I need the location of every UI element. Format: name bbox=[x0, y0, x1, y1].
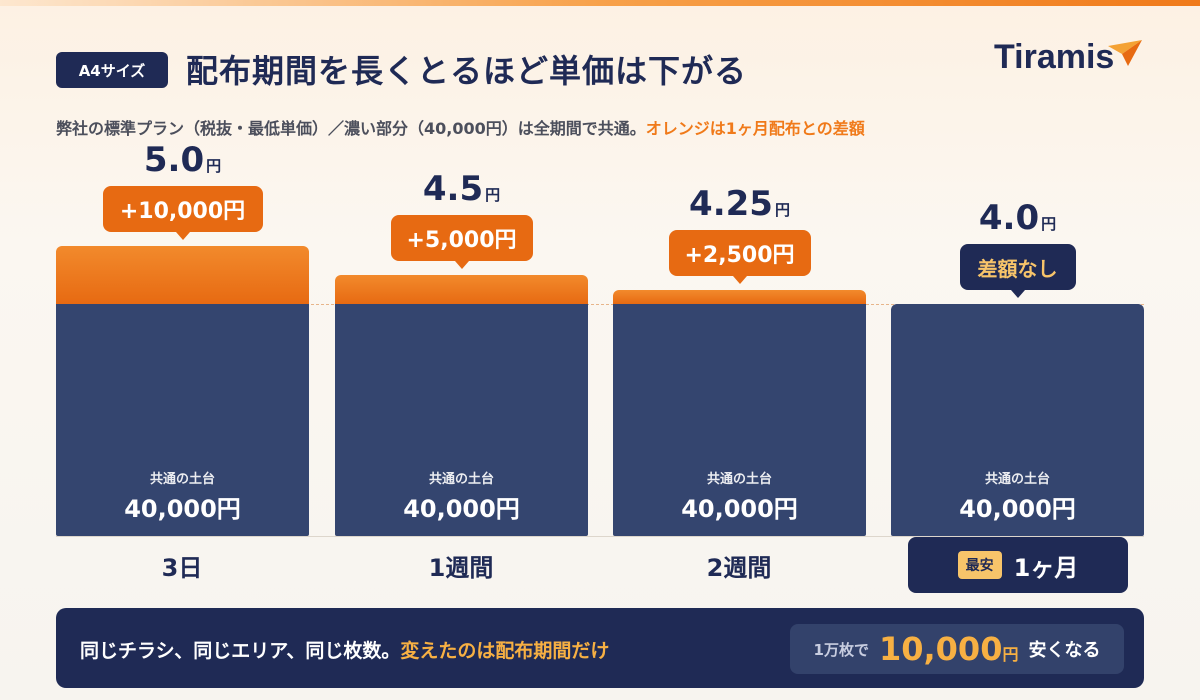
unit-price-3days: 5.0 円 bbox=[56, 140, 309, 180]
bar-base-1month bbox=[891, 304, 1144, 536]
subtitle-main: 弊社の標準プラン（税抜・最低単価）／濃い部分（40,000円）は全期間で共通。 bbox=[56, 119, 646, 138]
unit-price-suffix: 円 bbox=[485, 186, 501, 204]
diff-label-1week: +5,000円 bbox=[390, 215, 533, 261]
subtitle-accent: オレンジは1ヶ月配布との差額 bbox=[645, 119, 865, 138]
cheapest-tag: 最安 bbox=[957, 551, 1002, 579]
base-value: 40,000円 bbox=[124, 495, 241, 523]
category-label-3days: 3日 bbox=[161, 554, 203, 582]
base-value: 40,000円 bbox=[403, 495, 520, 523]
x-axis-line bbox=[56, 536, 1144, 537]
category-label-1week: 1週間 bbox=[428, 554, 494, 582]
base-caption-2weeks: 共通の土台 40,000円 bbox=[613, 468, 866, 524]
diff-label-pointer-3days bbox=[175, 232, 190, 240]
base-label: 共通の土台 bbox=[149, 472, 215, 487]
unit-price-1month: 4.0 円 bbox=[891, 198, 1144, 238]
unit-price-value: 4.25 bbox=[689, 183, 773, 224]
diff-label-2weeks: +2,500円 bbox=[668, 229, 811, 276]
savings-suffix: 安くなる bbox=[1028, 640, 1101, 661]
category-label-2weeks: 2週間 bbox=[706, 554, 772, 582]
size-badge: A4サイズ bbox=[56, 52, 168, 88]
base-caption-1month: 共通の土台 40,000円 bbox=[891, 468, 1144, 524]
savings-amount-unit: 円 bbox=[1002, 645, 1019, 664]
subtitle: 弊社の標準プラン（税抜・最低単価）／濃い部分（40,000円）は全期間で共通。オ… bbox=[56, 115, 865, 139]
diff-label-pointer-1week bbox=[454, 261, 469, 269]
category-label-1month: 1ヶ月 bbox=[1013, 553, 1079, 582]
footer-message-accent: 変えたのは配布期間だけ bbox=[400, 640, 610, 662]
brand-logo: Tiramis bbox=[994, 38, 1115, 76]
unit-price-suffix: 円 bbox=[206, 157, 222, 175]
base-caption-1week: 共通の土台 40,000円 bbox=[335, 468, 588, 524]
savings-amount: 10,000円 bbox=[879, 630, 1019, 668]
bar-extra-1week bbox=[335, 275, 588, 304]
base-label: 共通の土台 bbox=[706, 472, 772, 487]
base-caption-3days: 共通の土台 40,000円 bbox=[56, 468, 309, 524]
footer-message: 同じチラシ、同じエリア、同じ枚数。変えたのは配布期間だけ bbox=[80, 636, 609, 663]
footer-message-main: 同じチラシ、同じエリア、同じ枚数。 bbox=[80, 640, 401, 662]
unit-price-value: 4.5 bbox=[422, 169, 484, 209]
base-value: 40,000円 bbox=[959, 495, 1076, 523]
savings-box: 1万枚で 10,000円 安くなる bbox=[790, 624, 1124, 674]
unit-price-suffix: 円 bbox=[774, 200, 790, 219]
logo-swoosh-icon bbox=[1108, 40, 1142, 66]
diff-label-3days: +10,000円 bbox=[102, 186, 263, 232]
savings-prefix: 1万枚で bbox=[813, 640, 869, 659]
savings-amount-value: 10,000 bbox=[878, 630, 1003, 668]
bar-base-1week bbox=[335, 304, 588, 536]
stacked-bar-chart: 共通の土台 40,000円 +10,000円 5.0 円共通の土台 40,000円 +5,0… bbox=[56, 140, 1144, 536]
unit-price-1week: 4.5 円 bbox=[335, 169, 588, 209]
baseline-dash bbox=[56, 304, 1144, 305]
base-label: 共通の土台 bbox=[984, 472, 1050, 487]
diff-label-1month: 差額なし bbox=[959, 244, 1076, 290]
unit-price-value: 4.0 bbox=[978, 198, 1040, 238]
diff-label-pointer-1month bbox=[1010, 290, 1025, 298]
bar-extra-2weeks bbox=[613, 289, 866, 304]
bar-base-3days bbox=[56, 304, 309, 536]
bar-base-2weeks bbox=[613, 304, 866, 536]
page-title: 配布期間を長くとるほど単価は下がる bbox=[186, 52, 748, 90]
diff-label-pointer-2weeks bbox=[732, 275, 747, 284]
category-label-1month-highlight: 最安 1ヶ月 bbox=[908, 537, 1128, 593]
unit-price-suffix: 円 bbox=[1041, 215, 1057, 233]
top-accent-bar bbox=[0, 0, 1200, 6]
base-value: 40,000円 bbox=[681, 495, 798, 523]
unit-price-2weeks: 4.25 円 bbox=[613, 184, 866, 224]
unit-price-value: 5.0 bbox=[143, 140, 205, 180]
footer-banner: 同じチラシ、同じエリア、同じ枚数。変えたのは配布期間だけ 1万枚で 10,000… bbox=[56, 608, 1144, 688]
base-label: 共通の土台 bbox=[428, 472, 494, 487]
bar-extra-3days bbox=[56, 246, 309, 304]
